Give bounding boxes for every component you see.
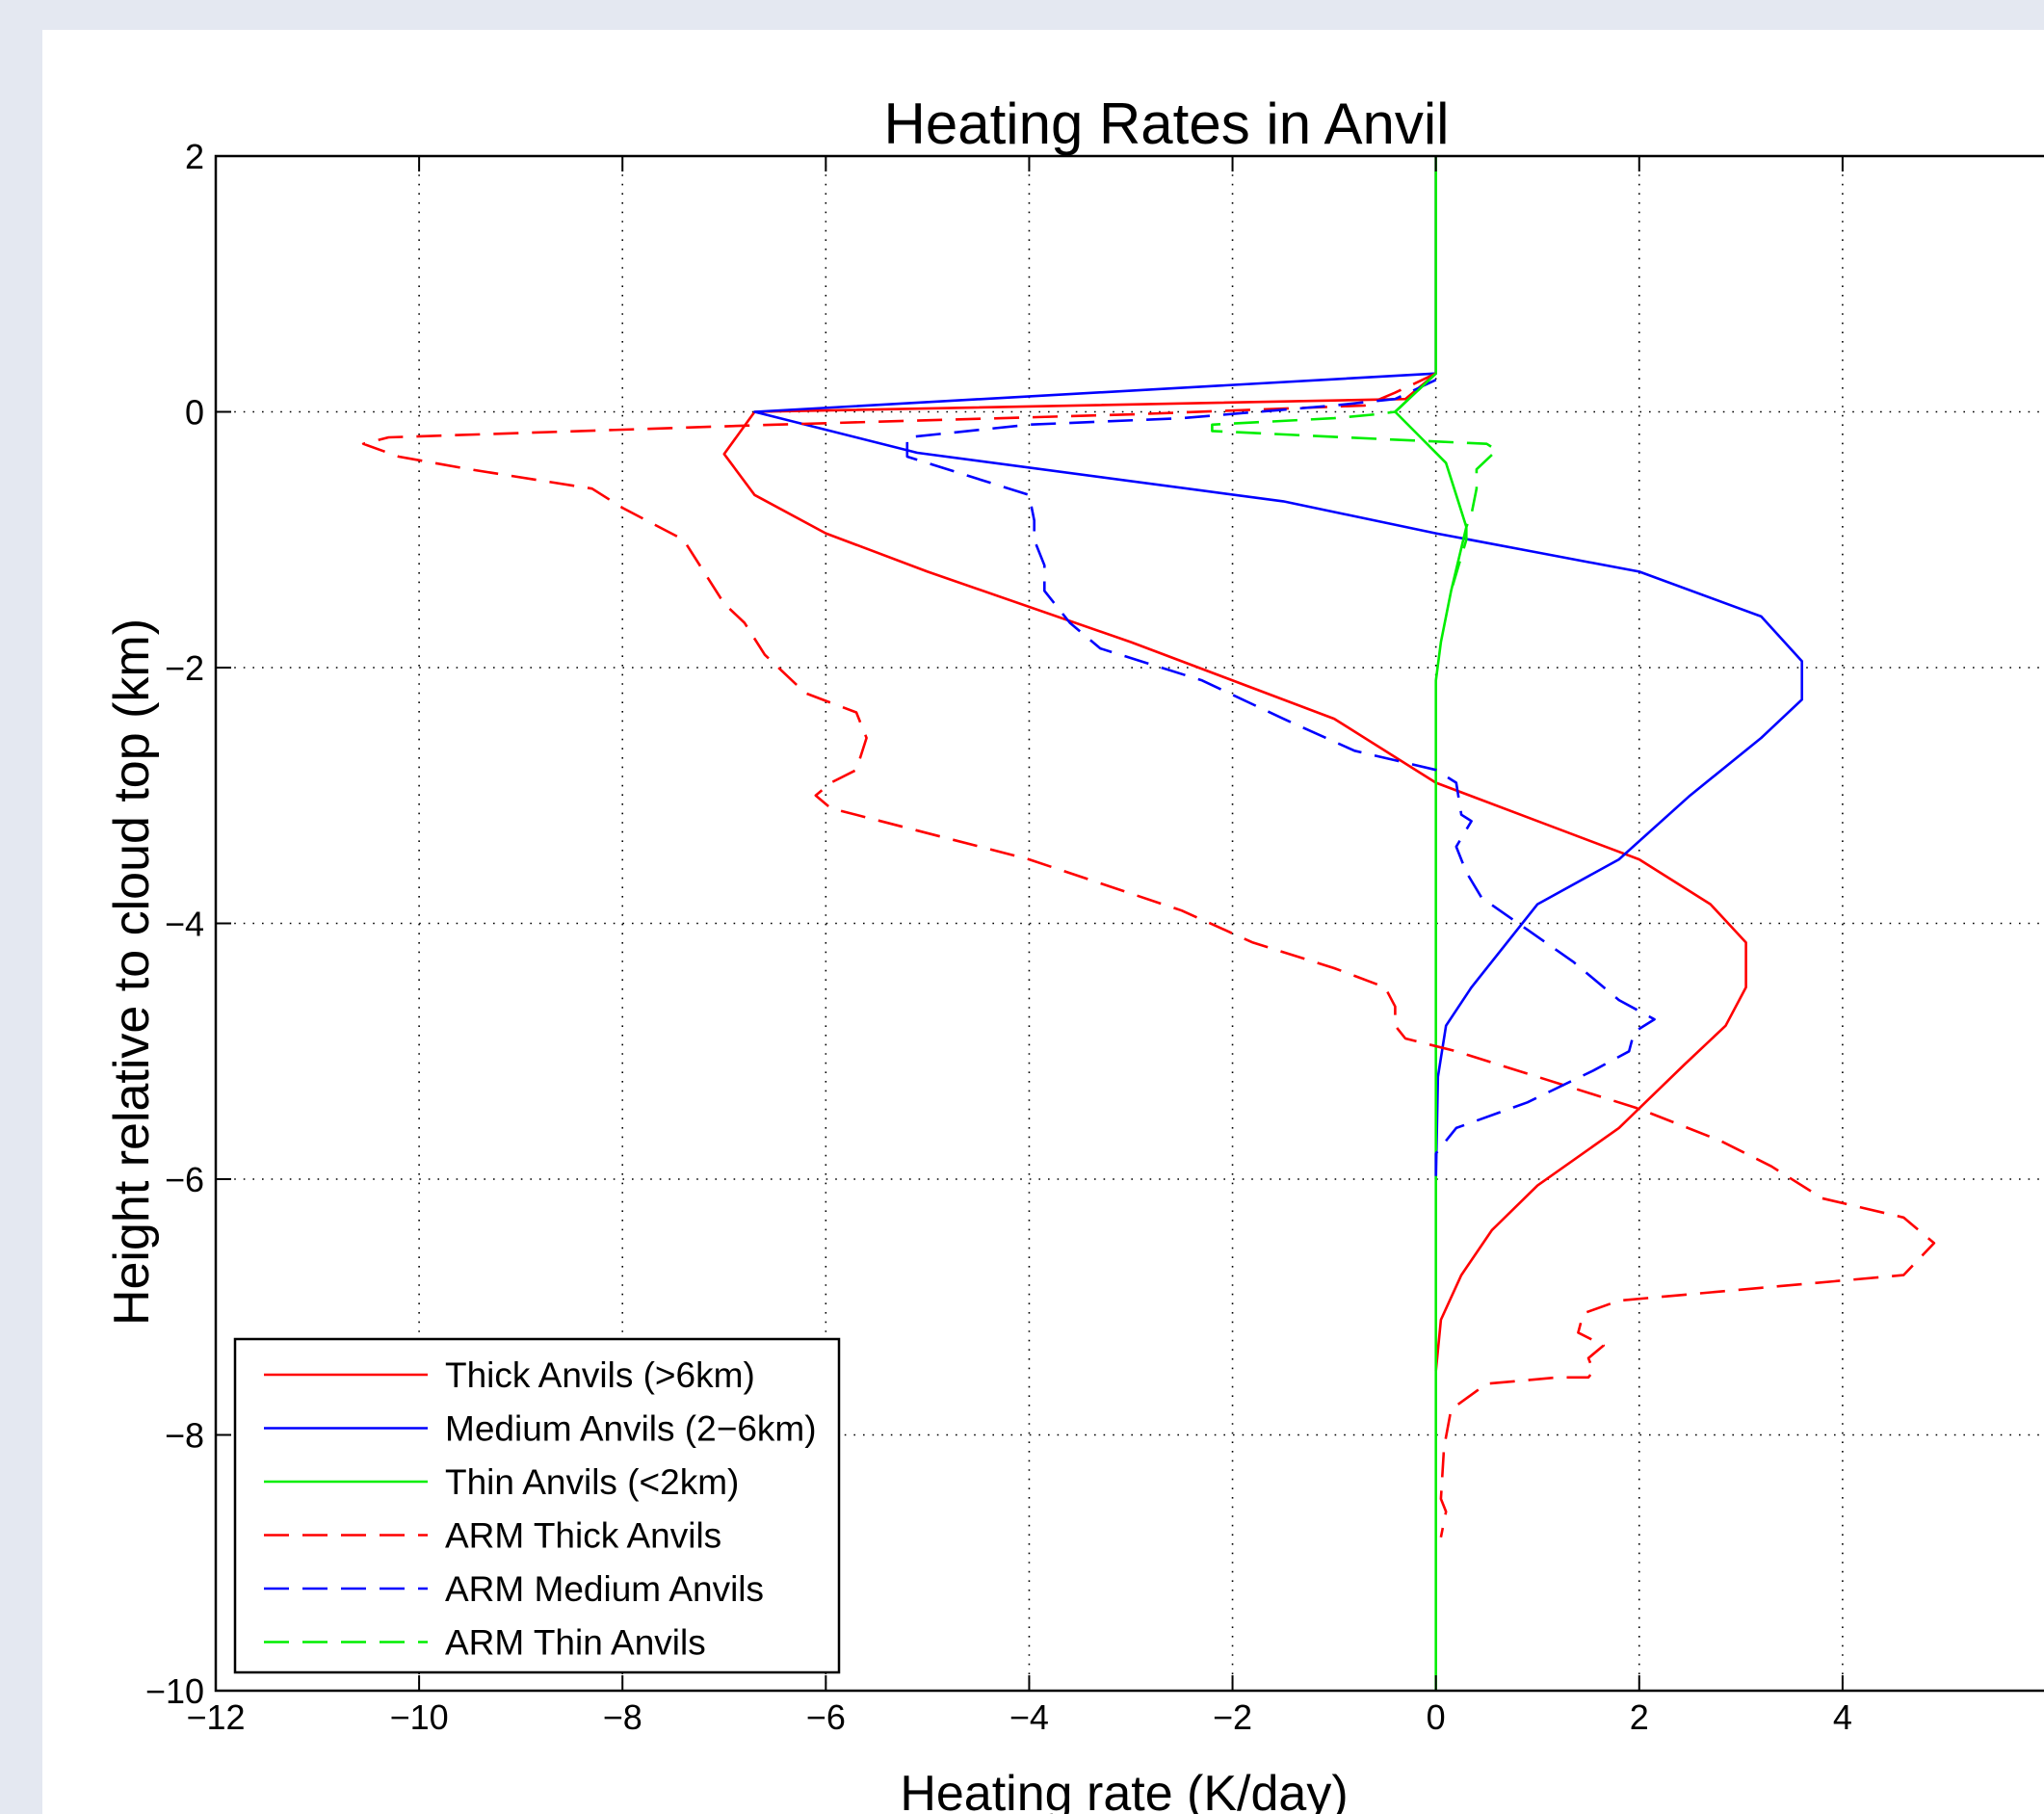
series-line (722, 156, 1747, 1372)
x-tick-label: 2 (1630, 1697, 1649, 1737)
axis-ticks: −12 −10 −8 −6 −4 −2 0 2 4−10−8−6−4−202 (145, 137, 1852, 1737)
series-line (361, 372, 1936, 1538)
y-tick-label: 2 (185, 137, 204, 176)
legend-label: Thick Anvils (>6km) (445, 1355, 755, 1395)
y-tick-label: −8 (165, 1416, 204, 1456)
series-lines (361, 156, 1936, 1691)
y-tick-label: 0 (185, 393, 204, 433)
series-line (1394, 156, 1468, 1691)
x-tick-label: −10 (390, 1697, 449, 1737)
legend-label: ARM Thin Anvils (445, 1623, 706, 1663)
series-line (753, 156, 1803, 1180)
figure-frame: Heating Rates in Anvil Heating rate (K/d… (42, 30, 2044, 1814)
chart-title: Heating Rates in Anvil (884, 92, 1450, 156)
x-tick-label: −4 (1009, 1697, 1049, 1737)
x-tick-label: −6 (806, 1697, 846, 1737)
x-tick-label: −8 (603, 1697, 642, 1737)
x-axis-title: Heating rate (K/day) (900, 1766, 1348, 1814)
legend-label: ARM Thick Anvils (445, 1516, 721, 1556)
y-tick-label: −10 (145, 1671, 204, 1711)
y-tick-label: −4 (165, 905, 204, 944)
legend: Thick Anvils (>6km) Medium Anvils (2−6km)… (233, 1337, 841, 1674)
legend-box (233, 1337, 841, 1674)
legend-label: Thin Anvils (<2km) (445, 1462, 739, 1502)
series-line (1211, 372, 1499, 592)
x-tick-label: 0 (1427, 1697, 1446, 1737)
y-axis-title: Height relative to cloud top (km) (104, 618, 160, 1326)
y-tick-label: −2 (165, 648, 204, 688)
y-tick-label: −6 (165, 1160, 204, 1199)
legend-label: ARM Medium Anvils (445, 1569, 764, 1609)
legend-label: Medium Anvils (2−6km) (445, 1409, 817, 1449)
chart-svg: Heating Rates in Anvil Heating rate (K/d… (104, 92, 2044, 1814)
x-tick-label: −12 (186, 1697, 245, 1737)
x-tick-label: 4 (1833, 1697, 1852, 1737)
x-tick-label: −2 (1213, 1697, 1252, 1737)
series-line (905, 379, 1656, 1179)
